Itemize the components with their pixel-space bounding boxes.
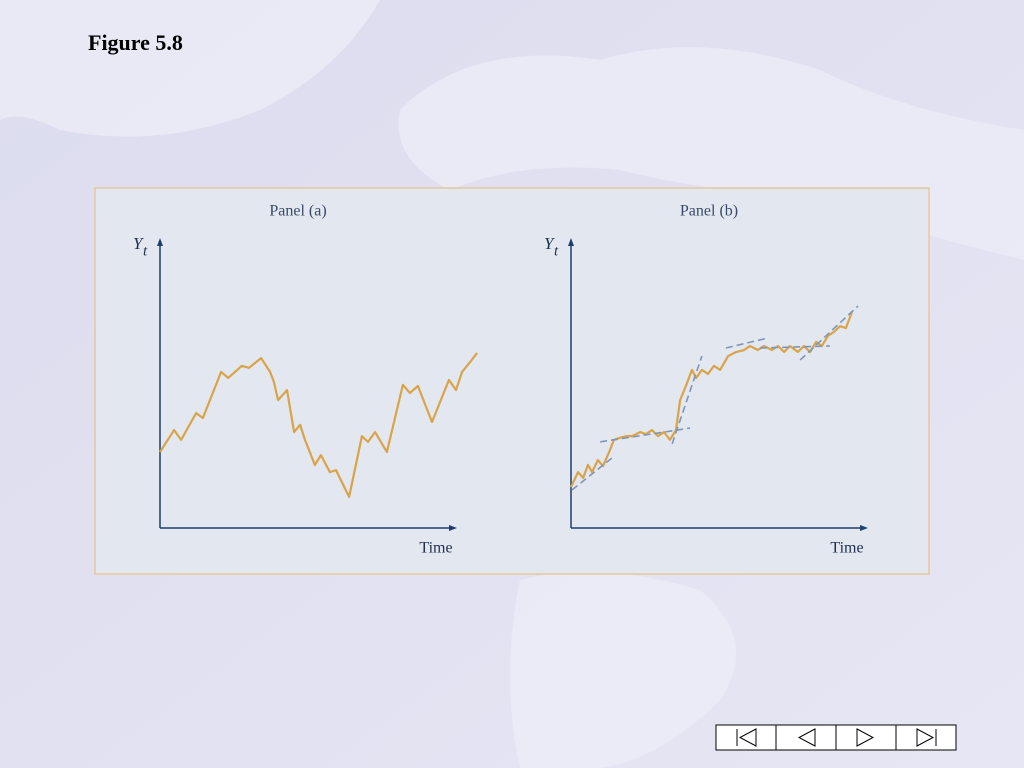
- data-line: [570, 311, 853, 488]
- x-axis-label: Time: [419, 540, 452, 557]
- y-axis-label-subscript: t: [554, 243, 559, 259]
- y-axis-label-subscript: t: [143, 243, 148, 259]
- first-button[interactable]: [715, 724, 777, 751]
- y-axis-label: Y: [544, 234, 555, 253]
- x-axis-arrow: [860, 525, 868, 531]
- trend-line: [725, 337, 769, 349]
- previous-button[interactable]: [775, 724, 837, 751]
- y-axis-label: Y: [133, 234, 144, 253]
- figure-panel: [94, 187, 930, 575]
- navigation: [715, 724, 957, 751]
- last-button[interactable]: [895, 724, 957, 751]
- panel-title: Panel (b): [680, 203, 738, 220]
- charts: Panel (a) Y t Time Panel (b) Y t Time: [133, 203, 868, 557]
- trend-line: [760, 345, 830, 349]
- trend-line: [571, 457, 613, 491]
- next-button[interactable]: [835, 724, 897, 751]
- trend-line: [671, 355, 703, 445]
- x-axis-arrow: [449, 525, 457, 531]
- trend-line: [799, 305, 859, 361]
- y-axis-arrow: [568, 238, 574, 246]
- x-axis-label: Time: [830, 540, 863, 557]
- panel-title: Panel (a): [269, 203, 326, 220]
- data-line: [159, 352, 478, 498]
- trend-line: [599, 427, 691, 443]
- slide-title: Figure 5.8: [88, 30, 183, 55]
- y-axis-arrow: [157, 238, 163, 246]
